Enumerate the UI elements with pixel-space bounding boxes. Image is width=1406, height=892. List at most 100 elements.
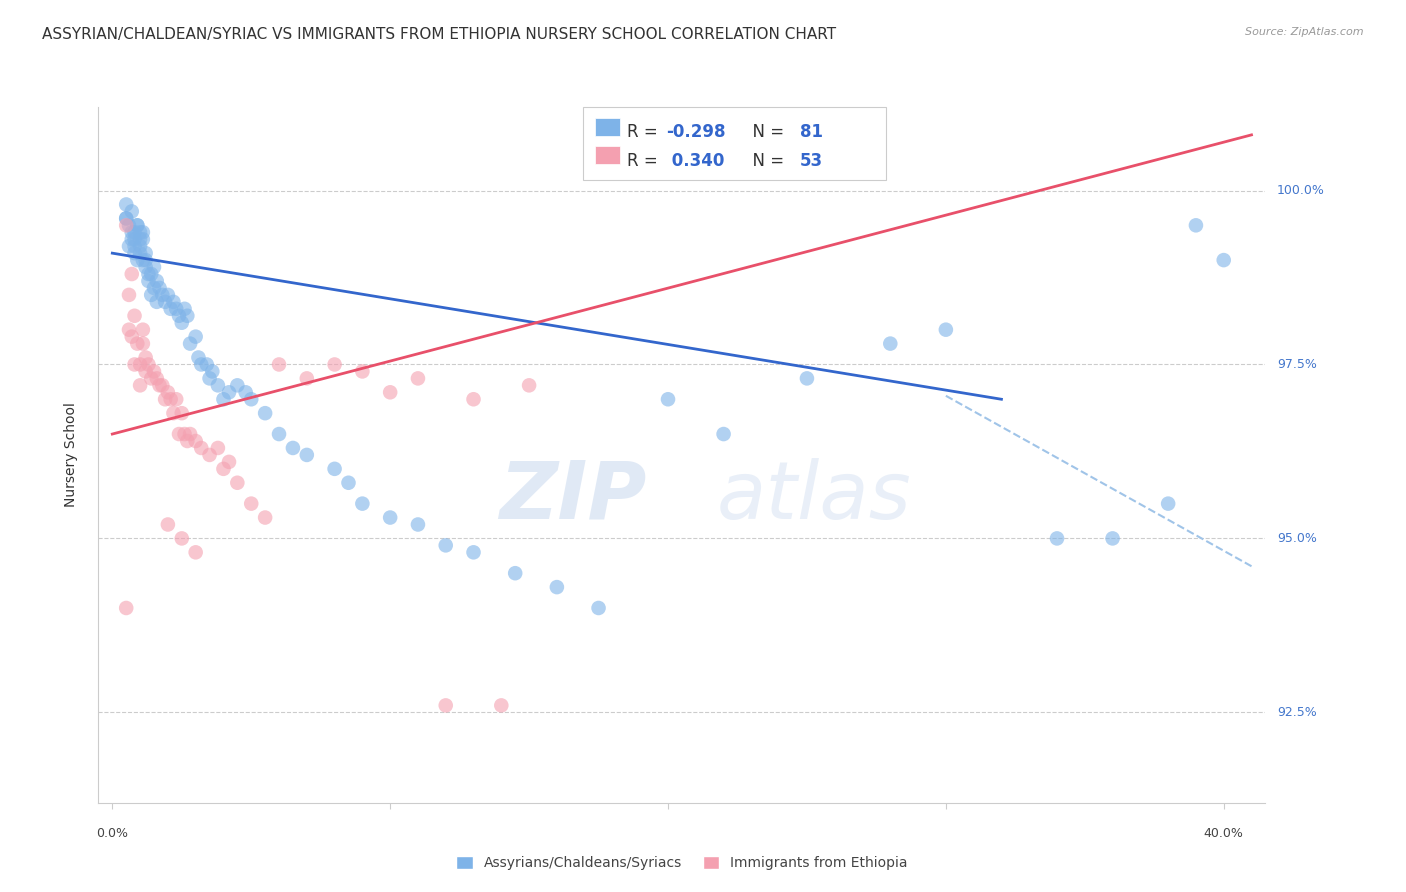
Point (434, 698, 457, 713)
Y-axis label: Nursery School: Nursery School (63, 402, 77, 508)
Point (176, 434, 198, 448)
Point (240, 497, 263, 511)
Point (118, 323, 141, 337)
Point (190, 358, 212, 372)
Point (115, 197, 138, 211)
Point (143, 364, 166, 378)
Point (226, 475, 249, 490)
Point (135, 260, 157, 274)
Point (162, 406, 184, 420)
Point (179, 427, 201, 442)
Point (150, 288, 173, 302)
Point (156, 288, 179, 302)
Point (588, 601, 610, 615)
Point (713, 427, 735, 442)
Point (129, 239, 152, 253)
Legend: Assyrians/Chaldeans/Syriacs, Immigrants from Ethiopia: Assyrians/Chaldeans/Syriacs, Immigrants … (450, 851, 914, 876)
Point (517, 378, 540, 392)
Point (207, 441, 229, 455)
Point (141, 371, 163, 385)
Point (146, 371, 169, 385)
Point (935, 323, 957, 337)
Point (132, 225, 155, 239)
Point (165, 301, 187, 316)
Point (129, 358, 152, 372)
Point (115, 219, 138, 233)
Point (434, 538, 457, 552)
Text: 0.340: 0.340 (666, 152, 725, 169)
Point (226, 378, 249, 392)
Point (463, 545, 485, 559)
Point (491, 698, 513, 713)
Point (121, 329, 143, 343)
Point (132, 323, 155, 337)
Point (170, 532, 193, 546)
Text: atlas: atlas (717, 458, 911, 536)
Point (406, 371, 429, 385)
Point (546, 580, 568, 594)
Point (129, 225, 152, 239)
Point (124, 246, 146, 260)
Point (1157, 497, 1180, 511)
Point (121, 225, 143, 239)
Text: -0.298: -0.298 (666, 123, 725, 141)
Point (173, 301, 195, 316)
Point (146, 294, 169, 309)
Point (503, 566, 526, 581)
Text: 53: 53 (800, 152, 823, 169)
Text: 100.0%: 100.0% (1277, 184, 1324, 197)
Point (796, 371, 818, 385)
Point (167, 427, 190, 442)
Point (143, 260, 166, 274)
Point (657, 392, 679, 407)
Point (207, 378, 229, 392)
Point (463, 392, 485, 407)
Text: N =: N = (742, 123, 790, 141)
Point (212, 392, 235, 407)
Point (146, 274, 169, 288)
Point (267, 358, 290, 372)
Point (127, 219, 149, 233)
Point (127, 253, 149, 268)
Point (187, 351, 209, 365)
Point (132, 232, 155, 246)
Point (162, 294, 184, 309)
Point (132, 253, 155, 268)
Point (143, 281, 166, 295)
Point (129, 246, 152, 260)
Point (121, 232, 143, 246)
Point (352, 364, 374, 378)
Point (254, 406, 277, 420)
Point (190, 441, 212, 455)
Point (148, 281, 170, 295)
Point (380, 385, 402, 400)
Point (195, 358, 218, 372)
Point (184, 329, 207, 343)
Point (153, 392, 176, 407)
Point (1046, 532, 1069, 546)
Point (150, 378, 173, 392)
Point (1101, 532, 1123, 546)
Point (337, 475, 360, 490)
Point (198, 371, 221, 385)
Point (173, 427, 195, 442)
Point (184, 434, 207, 448)
Point (121, 267, 143, 281)
Point (129, 378, 152, 392)
Point (254, 510, 277, 524)
Point (127, 219, 149, 233)
Point (406, 517, 429, 532)
Point (212, 462, 235, 476)
Point (153, 294, 176, 309)
Point (148, 378, 170, 392)
Text: 95.0%: 95.0% (1277, 532, 1317, 545)
Point (323, 358, 346, 372)
Point (138, 358, 160, 372)
Text: R =: R = (627, 152, 664, 169)
Point (198, 448, 221, 462)
Point (135, 364, 157, 378)
Point (323, 462, 346, 476)
Text: 0.0%: 0.0% (97, 827, 128, 840)
Point (135, 246, 157, 260)
Text: 97.5%: 97.5% (1277, 358, 1317, 371)
